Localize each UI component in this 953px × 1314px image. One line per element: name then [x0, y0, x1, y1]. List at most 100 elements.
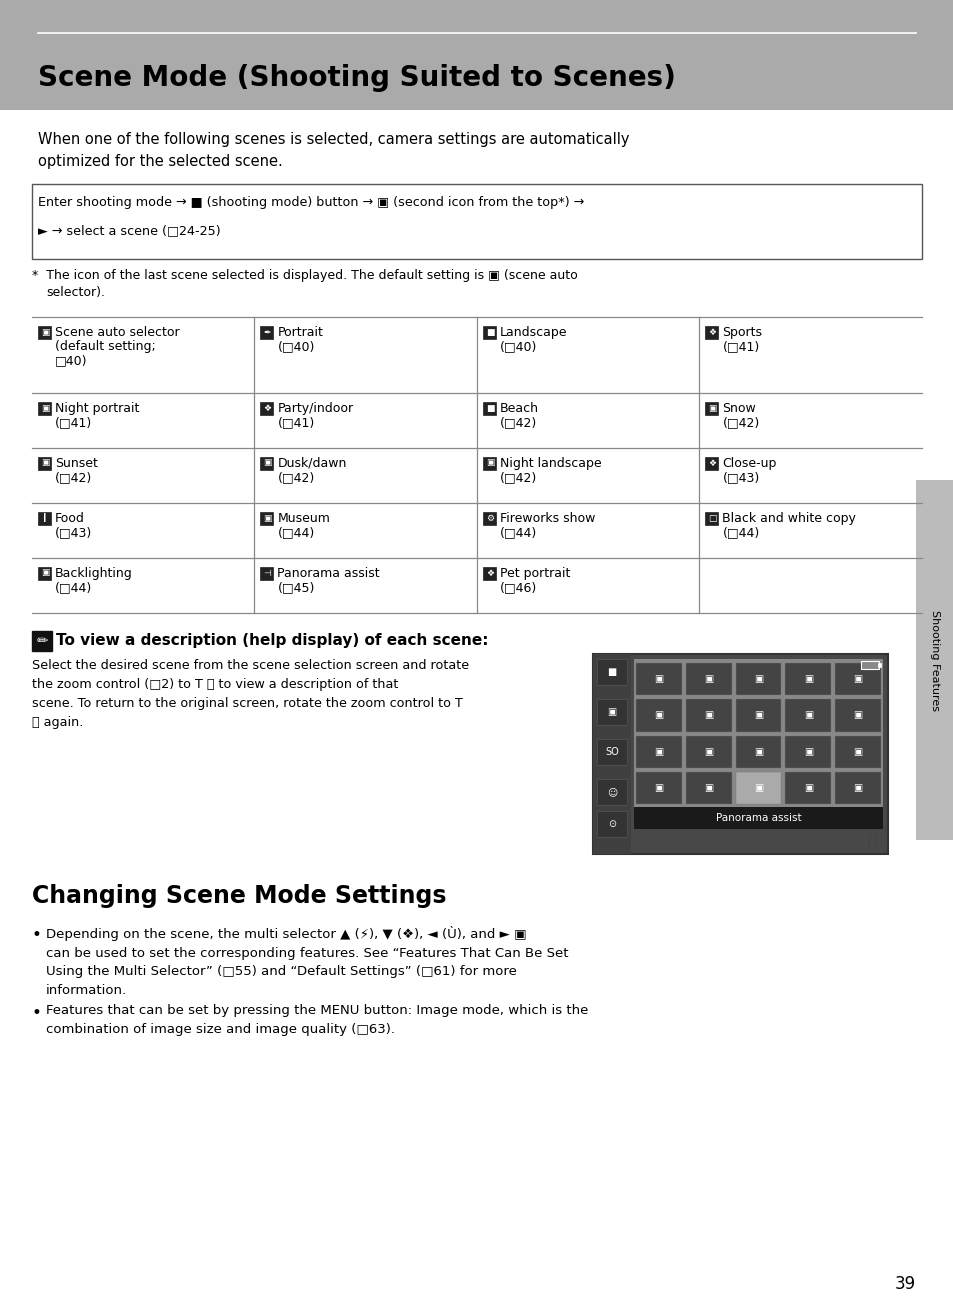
Text: ▣: ▣	[41, 459, 50, 468]
Bar	[38, 457, 51, 470]
Bar	[735, 664, 781, 695]
Text: When one of the following scenes is selected, camera settings are automatically
: When one of the following scenes is sele…	[38, 131, 629, 168]
Bar	[32, 631, 52, 650]
Text: ▣: ▣	[263, 514, 272, 523]
Text: ▣: ▣	[802, 746, 812, 757]
Text: ▣: ▣	[41, 327, 50, 336]
Text: (□44): (□44)	[277, 526, 314, 539]
Text: (□44): (□44)	[499, 526, 537, 539]
Bar	[915, 480, 953, 840]
Bar	[834, 664, 880, 695]
Text: Museum: Museum	[277, 512, 330, 526]
Text: Panorama assist: Panorama assist	[277, 568, 379, 579]
Text: (□41): (□41)	[721, 340, 759, 353]
Text: Fireworks show: Fireworks show	[499, 512, 595, 526]
Text: Night landscape: Night landscape	[499, 457, 601, 470]
Text: (□42): (□42)	[721, 417, 759, 428]
Bar	[735, 699, 781, 732]
Text: ▣: ▣	[802, 674, 812, 685]
Bar	[636, 664, 681, 695]
Text: Enter shooting mode → ■ (shooting mode) button → ▣ (second icon from the top*) →: Enter shooting mode → ■ (shooting mode) …	[38, 196, 583, 209]
Text: ▣: ▣	[703, 746, 713, 757]
Text: Close-up: Close-up	[721, 457, 776, 470]
Text: ▣: ▣	[654, 783, 663, 792]
Text: ► → select a scene (□24-25): ► → select a scene (□24-25)	[38, 223, 220, 237]
Text: selector).: selector).	[46, 286, 105, 300]
Bar	[685, 699, 731, 732]
Bar	[735, 771, 781, 804]
Bar	[636, 699, 681, 732]
Text: ❖: ❖	[485, 569, 494, 577]
Text: •: •	[32, 926, 42, 943]
Text: ▣: ▣	[703, 674, 713, 685]
Text: (□46): (□46)	[499, 581, 537, 594]
Bar	[861, 661, 878, 669]
Text: Scene Mode (Shooting Suited to Scenes): Scene Mode (Shooting Suited to Scenes)	[38, 64, 675, 92]
Text: ▣: ▣	[802, 711, 812, 720]
Text: ☺: ☺	[606, 787, 617, 798]
Text: ▣: ▣	[853, 783, 862, 792]
Bar	[260, 326, 274, 339]
Text: ▣: ▣	[654, 711, 663, 720]
Bar	[597, 811, 626, 837]
Text: To view a description (help display) of each scene:: To view a description (help display) of …	[56, 633, 488, 649]
Text: Pet portrait: Pet portrait	[499, 568, 570, 579]
Bar	[482, 402, 496, 415]
Text: ▣: ▣	[753, 783, 762, 792]
Bar	[634, 807, 882, 829]
Text: ▣: ▣	[485, 459, 494, 468]
Bar	[705, 512, 718, 526]
Text: ▣: ▣	[753, 711, 762, 720]
Bar	[636, 736, 681, 767]
Text: Black and white copy: Black and white copy	[721, 512, 856, 526]
Text: ❖: ❖	[708, 459, 716, 468]
Bar	[32, 184, 921, 259]
Text: ⓘ: ⓘ	[866, 833, 876, 851]
Text: Party/indoor: Party/indoor	[277, 402, 354, 415]
Text: (default setting;: (default setting;	[55, 340, 155, 353]
Text: ▣: ▣	[802, 783, 812, 792]
Text: □40): □40)	[55, 353, 88, 367]
Bar	[685, 664, 731, 695]
Text: Shooting Features: Shooting Features	[929, 610, 939, 711]
Bar	[38, 568, 51, 579]
Text: ■: ■	[607, 668, 616, 677]
Text: ▣: ▣	[753, 674, 762, 685]
Bar	[784, 736, 830, 767]
Bar	[260, 457, 274, 470]
Bar	[38, 326, 51, 339]
Text: □: □	[707, 514, 716, 523]
Bar	[834, 736, 880, 767]
Bar	[597, 699, 626, 725]
Text: ▣: ▣	[707, 403, 716, 413]
Text: Changing Scene Mode Settings: Changing Scene Mode Settings	[32, 884, 446, 908]
Text: ⊙: ⊙	[607, 819, 616, 829]
Text: ▣: ▣	[41, 403, 50, 413]
Text: ■: ■	[485, 403, 494, 413]
Text: Backlighting: Backlighting	[55, 568, 132, 579]
Text: Features that can be set by pressing the MENU button: Image mode, which is the
c: Features that can be set by pressing the…	[46, 1004, 588, 1035]
Text: •: •	[32, 1004, 42, 1022]
Text: *  The icon of the last scene selected is displayed. The default setting is ▣ (s: * The icon of the last scene selected is…	[32, 269, 578, 283]
Text: (□41): (□41)	[55, 417, 92, 428]
Text: Select the desired scene from the scene selection screen and rotate
the zoom con: Select the desired scene from the scene …	[32, 660, 469, 729]
Bar	[784, 771, 830, 804]
Bar	[260, 402, 274, 415]
Text: ❖: ❖	[263, 403, 272, 413]
Text: ■: ■	[485, 327, 494, 336]
Text: (□40): (□40)	[499, 340, 537, 353]
Text: ✏: ✏	[36, 633, 48, 648]
Text: ▣: ▣	[654, 674, 663, 685]
Bar	[784, 699, 830, 732]
Text: ▣: ▣	[607, 707, 616, 717]
Text: ▣: ▣	[853, 746, 862, 757]
Text: (□42): (□42)	[499, 470, 537, 484]
Bar	[705, 402, 718, 415]
Text: Depending on the scene, the multi selector ▲ (⚡), ▼ (❖), ◄ (Ù), and ► ▣
can be u: Depending on the scene, the multi select…	[46, 926, 568, 996]
Text: (□43): (□43)	[55, 526, 92, 539]
Text: Landscape: Landscape	[499, 326, 567, 339]
Bar	[636, 771, 681, 804]
Bar	[705, 457, 718, 470]
Text: ▣: ▣	[654, 746, 663, 757]
Bar	[482, 568, 496, 579]
